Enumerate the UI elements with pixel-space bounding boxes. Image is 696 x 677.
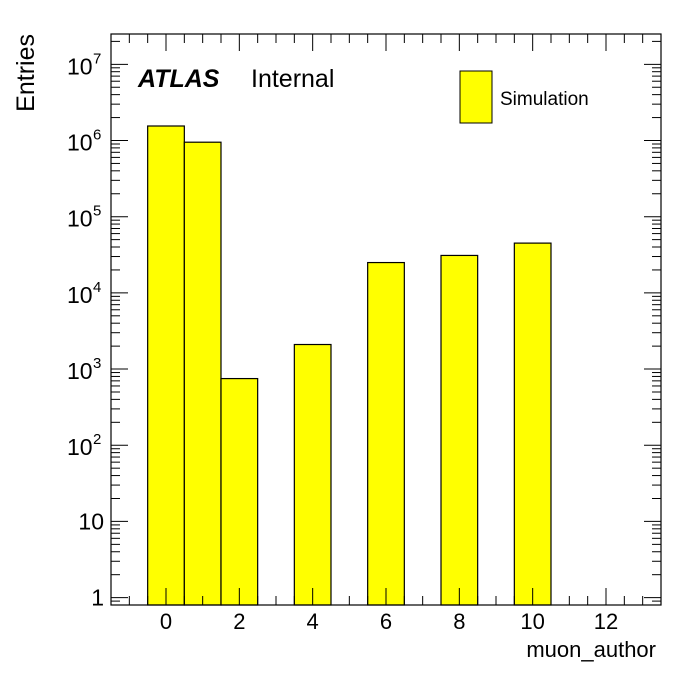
x-tick-labels: 0 2 4 6 8 10 12 — [160, 609, 618, 634]
x-tick-label: 2 — [233, 609, 245, 634]
x-tick-label: 10 — [520, 609, 544, 634]
y-tick-label-exponent: 3 — [93, 355, 101, 372]
x-tick-label: 8 — [453, 609, 465, 634]
y-tick-label-exponent: 6 — [93, 127, 101, 144]
y-tick-label-exponent: 2 — [93, 431, 101, 448]
y-tick-label: 10 — [78, 508, 104, 534]
y-tick-label: 10 — [67, 206, 93, 232]
y-tick-label-exponent: 7 — [93, 50, 101, 67]
y-tick-label-exponent: 5 — [93, 203, 101, 220]
y-tick-label-exponent: 4 — [93, 279, 101, 296]
y-tick-label: 10 — [67, 282, 93, 308]
ticks-layer — [110, 34, 662, 606]
x-axis-title: muon_author — [526, 637, 656, 662]
y-tick-label: 10 — [67, 53, 93, 79]
atlas-status-label: Internal — [251, 65, 334, 93]
y-tick-label: 10 — [67, 130, 93, 156]
histogram-bar-5 — [440, 254, 479, 606]
atlas-label: ATLAS — [137, 65, 220, 93]
histogram-bar-3 — [293, 343, 332, 606]
legend: Simulation — [459, 70, 589, 124]
histogram-bar-0 — [147, 125, 185, 606]
bars-layer — [147, 125, 552, 606]
x-tick-label: 0 — [160, 609, 172, 634]
y-axis-title: Entries — [12, 34, 40, 112]
y-tick-label: 10 — [67, 434, 93, 460]
histogram-bar-4 — [367, 261, 405, 606]
histogram-bar-6 — [513, 242, 552, 606]
x-tick-label: 4 — [307, 609, 319, 634]
y-tick-label: 1 — [91, 585, 104, 611]
legend-swatch-simulation — [459, 70, 493, 124]
legend-label-simulation: Simulation — [500, 89, 589, 110]
y-tick-label: 10 — [67, 358, 93, 384]
histogram-bar-2 — [220, 377, 259, 606]
x-tick-label: 12 — [594, 609, 618, 634]
x-tick-label: 6 — [380, 609, 392, 634]
histogram-bar-1 — [183, 141, 222, 606]
